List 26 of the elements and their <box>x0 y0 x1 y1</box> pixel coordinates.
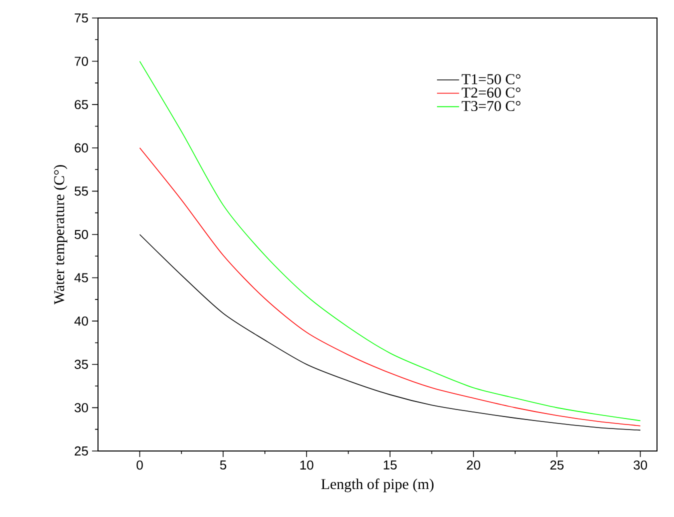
y-tick-label: 50 <box>74 230 88 240</box>
x-tick-label: 5 <box>220 460 226 470</box>
x-axis-title: Length of pipe (m) <box>321 478 434 492</box>
y-tick-label: 70 <box>74 56 88 66</box>
y-tick-label: 45 <box>74 273 88 282</box>
x-tick-label: 0 <box>136 460 143 470</box>
legend-label: T3=70 C° <box>462 100 520 112</box>
y-axis-title: Water temperature (C°) <box>54 165 68 304</box>
y-tick-label: 40 <box>74 316 88 326</box>
x-tick-label: 15 <box>384 460 397 470</box>
y-tick-label: 55 <box>74 186 88 196</box>
legend-label: T1=50 C° <box>462 74 520 84</box>
y-tick-label: 65 <box>74 100 88 110</box>
legend-label: T2=60 C° <box>462 88 520 98</box>
x-tick-label: 10 <box>300 460 314 470</box>
line-series <box>139 60 641 422</box>
y-tick-label: 25 <box>74 446 88 456</box>
line-series <box>139 147 641 426</box>
x-tick-label: 20 <box>466 460 480 470</box>
x-tick-label: 25 <box>550 460 564 470</box>
line-series <box>139 234 641 431</box>
y-tick-label: 35 <box>74 360 88 369</box>
x-tick-label: 30 <box>634 460 648 470</box>
y-tick-label: 60 <box>74 143 88 152</box>
y-tick-label: 30 <box>74 403 88 412</box>
y-tick-label: 75 <box>74 13 88 22</box>
